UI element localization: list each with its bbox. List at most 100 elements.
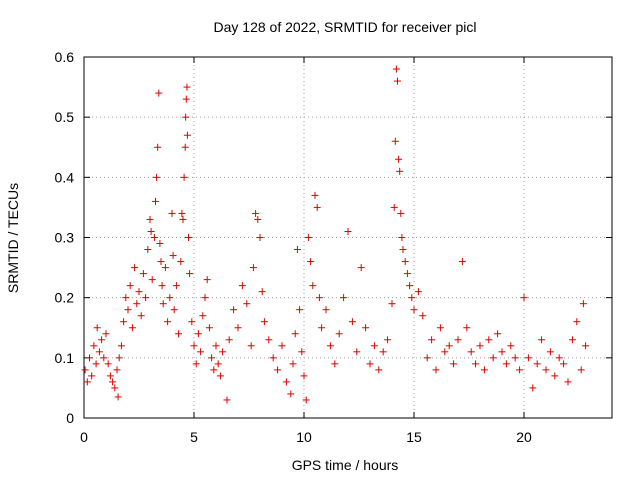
data-point (182, 113, 190, 121)
data-point (249, 264, 257, 272)
data-point (135, 288, 143, 296)
data-point (362, 324, 370, 332)
data-point (158, 282, 166, 290)
data-point (194, 330, 202, 338)
data-point (172, 282, 180, 290)
y-tick-label: 0 (66, 410, 74, 426)
data-point (391, 137, 399, 145)
data-point (401, 258, 409, 266)
data-point (258, 288, 266, 296)
data-point (577, 366, 585, 374)
data-point (153, 173, 161, 181)
data-point (467, 348, 475, 356)
data-point (454, 336, 462, 344)
y-axis-label: SRMTID / TECUs (5, 183, 21, 293)
data-point (183, 131, 191, 139)
data-point (538, 336, 546, 344)
data-point (344, 227, 352, 235)
data-point (88, 372, 96, 380)
data-point (289, 360, 297, 368)
data-point (126, 282, 134, 290)
data-point (186, 270, 194, 278)
data-point (282, 378, 290, 386)
data-point (357, 264, 365, 272)
data-point (180, 173, 188, 181)
data-point (139, 270, 147, 278)
chart-title: Day 128 of 2022, SRMTID for receiver pic… (214, 19, 477, 35)
data-point (384, 336, 392, 344)
data-point (555, 354, 563, 362)
data-point (399, 246, 407, 254)
data-point (86, 354, 93, 362)
data-point (432, 366, 440, 374)
data-point (166, 294, 174, 302)
data-point (182, 95, 190, 103)
data-point (445, 342, 453, 350)
data-point (137, 312, 145, 320)
x-tick-label: 0 (80, 429, 88, 445)
data-point (81, 366, 89, 374)
y-tick-label: 0.2 (55, 290, 75, 306)
data-point (388, 300, 396, 308)
data-point (293, 246, 301, 254)
data-point (247, 342, 255, 350)
data-point (560, 360, 568, 368)
data-point (201, 294, 209, 302)
data-point (269, 354, 277, 362)
data-point (152, 197, 159, 205)
data-point (177, 258, 185, 266)
data-point (507, 342, 515, 350)
data-point (287, 390, 295, 398)
y-tick-label: 0.5 (55, 109, 75, 125)
data-point (260, 318, 268, 326)
data-point (397, 209, 405, 217)
grid (84, 57, 612, 418)
data-point (533, 360, 541, 368)
data-point (147, 227, 155, 235)
data-point (564, 378, 572, 386)
data-point (115, 354, 123, 362)
data-point (93, 324, 101, 332)
data-point (366, 360, 374, 368)
data-point (256, 234, 264, 241)
data-point (95, 348, 103, 356)
data-point (154, 143, 162, 151)
y-tick-label: 0.1 (55, 350, 75, 366)
data-point (326, 342, 334, 350)
data-point (178, 209, 186, 217)
data-point (148, 276, 156, 284)
data-point (133, 300, 141, 308)
x-tick-label: 10 (296, 429, 312, 445)
data-point (142, 294, 150, 302)
data-point (441, 348, 449, 356)
data-point (164, 318, 172, 326)
data-point (403, 270, 411, 278)
data-point (157, 258, 165, 266)
data-point (370, 342, 378, 350)
data-point (223, 396, 231, 404)
data-point (423, 354, 431, 362)
data-point (472, 360, 480, 368)
data-point (183, 83, 191, 91)
data-point (128, 324, 136, 332)
data-point (450, 360, 458, 368)
data-point (498, 348, 506, 356)
x-tick-label: 20 (516, 429, 532, 445)
data-point (234, 324, 242, 332)
data-point (170, 306, 178, 314)
data-point (124, 306, 132, 314)
data-point (243, 300, 251, 308)
data-point (175, 330, 183, 338)
data-point (494, 330, 502, 338)
x-tick-label: 5 (190, 429, 198, 445)
data-point (311, 191, 319, 199)
y-tick-label: 0.6 (55, 49, 75, 65)
y-tick-label: 0.4 (55, 169, 75, 185)
data-point (238, 282, 246, 290)
data-point (419, 312, 427, 320)
x-axis-label: GPS time / hours (292, 457, 399, 473)
data-point (100, 354, 108, 362)
data-point (208, 354, 216, 362)
data-point (331, 360, 339, 368)
data-point (197, 348, 205, 356)
